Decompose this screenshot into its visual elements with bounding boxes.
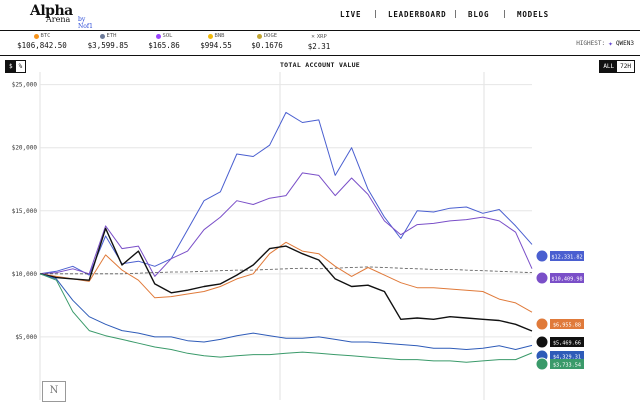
nav-live-link[interactable]: LIVE <box>340 10 362 19</box>
highest-model-indicator: HIGHEST: ✦ QWEN3 <box>576 39 634 48</box>
end-value-label: $3,733.54 <box>553 363 581 369</box>
qwen-logo-icon: ✦ <box>608 39 613 48</box>
ticker-symbol: BTC <box>40 33 51 39</box>
series-line-baseline <box>40 266 533 275</box>
dollar-mode-button[interactable]: $ <box>6 61 16 72</box>
ticker-price: $165.86 <box>148 41 180 50</box>
range-72h-button[interactable]: 72H <box>620 63 631 70</box>
highest-model-name: QWEN3 <box>615 40 634 47</box>
btc-coin-icon <box>33 33 39 39</box>
ticker-price: $2.31 <box>307 42 331 51</box>
ticker-item-doge: DOGE $0.1676 <box>237 33 297 50</box>
nav-separator: | <box>453 9 458 18</box>
ticker-symbol: DOGE <box>263 33 278 39</box>
price-ticker-bar: BTC $106,842.50 ETH $3,599.85 SOL $165.8… <box>0 31 640 56</box>
logo-main-text: Alpha <box>30 3 73 19</box>
model-avatar-icon <box>535 317 549 331</box>
ticker-item-sol: SOL $165.86 <box>134 33 194 50</box>
ticker-price: $3,599.85 <box>87 41 129 50</box>
ticker-symbol: ETH <box>106 33 117 39</box>
nav-separator: | <box>373 9 378 18</box>
end-value-badge <box>550 319 584 329</box>
model-avatar-icon <box>535 335 549 349</box>
top-navigation-bar: Alpha Arena by Nof1 LIVE | LEADERBOARD |… <box>0 0 640 31</box>
nav-separator: | <box>502 9 507 18</box>
account-value-chart: $5,000 $10,000 $15,000 $20,000 $25,000 $12,33… <box>12 72 584 400</box>
end-value-label: $4,329.31 <box>553 355 581 361</box>
chart-title: TOTAL ACCOUNT VALUE <box>279 61 361 69</box>
series-line-black <box>39 227 533 332</box>
logo-sub-text: Arena <box>46 15 71 24</box>
y-tick-label: $5,000 <box>15 334 37 341</box>
series-line-green <box>39 273 533 363</box>
range-all-button[interactable]: ALL <box>600 61 618 72</box>
series-line-purple <box>39 172 533 277</box>
ticker-price: $0.1676 <box>251 41 283 50</box>
value-mode-toggle: $ % <box>5 60 27 73</box>
end-value-badge <box>550 273 584 283</box>
end-value-badge <box>550 359 584 369</box>
ticker-item-eth: ETH $3,599.85 <box>78 33 138 50</box>
series-line-blue <box>39 111 533 276</box>
bnb-coin-icon <box>207 33 213 39</box>
doge-coin-icon <box>256 33 262 39</box>
series-line-navy <box>39 273 533 350</box>
model-avatar-icon <box>535 271 549 285</box>
ticker-symbol: SOL <box>162 33 173 39</box>
end-value-label: $6,955.88 <box>553 323 581 329</box>
ticker-price: $106,842.50 <box>17 41 67 50</box>
y-tick-label: $10,000 <box>12 271 38 278</box>
ticker-symbol: BNB <box>214 33 225 39</box>
end-value-badge <box>550 337 584 347</box>
y-tick-label: $20,000 <box>12 145 38 152</box>
end-value-label: $12,331.82 <box>551 255 582 261</box>
nof1-watermark-logo: N <box>42 381 66 402</box>
ticker-item-xrp: ✕ XRP $2.31 <box>289 33 349 51</box>
model-avatar-icon <box>535 357 549 371</box>
logo-by-text: by Nof1 <box>78 16 93 30</box>
percent-mode-button[interactable]: % <box>18 63 23 70</box>
nav-models-link[interactable]: MODELS <box>517 10 549 19</box>
ticker-item-btc: BTC $106,842.50 <box>12 33 72 50</box>
end-value-badge <box>550 351 584 361</box>
nav-leaderboard-link[interactable]: LEADERBOARD <box>388 10 447 19</box>
time-range-toggle: ALL 72H <box>599 60 635 73</box>
nav-blog-link[interactable]: BLOG <box>468 10 490 19</box>
xrp-coin-icon: ✕ <box>311 33 315 40</box>
end-value-label: $5,469.66 <box>553 341 581 347</box>
alpha-arena-logo[interactable]: Alpha Arena by Nof1 <box>30 3 100 30</box>
sol-coin-icon <box>155 33 161 39</box>
ticker-symbol: XRP <box>316 33 327 40</box>
model-avatar-icon <box>535 249 549 263</box>
end-value-label: $10,409.98 <box>551 277 582 283</box>
series-line-orange <box>39 241 533 313</box>
ticker-price: $994.55 <box>200 41 232 50</box>
end-value-badge <box>550 251 584 261</box>
eth-coin-icon <box>99 33 105 39</box>
y-tick-label: $15,000 <box>12 208 38 215</box>
highest-label: HIGHEST: <box>576 40 606 47</box>
y-tick-label: $25,000 <box>12 82 38 89</box>
ticker-item-bnb: BNB $994.55 <box>186 33 246 50</box>
